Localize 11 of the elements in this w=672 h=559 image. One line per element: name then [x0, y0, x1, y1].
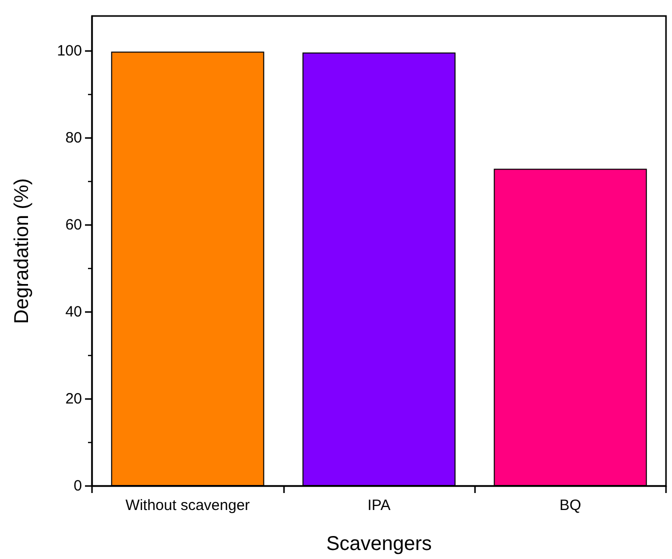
y-tick-label: 0 [74, 478, 82, 494]
y-tick-label: 40 [65, 303, 82, 320]
x-axis-title: Scavengers [326, 533, 432, 555]
x-tick-label: IPA [367, 497, 391, 514]
y-axis-title: Degradation (%) [11, 178, 33, 324]
y-tick-label: 20 [65, 390, 82, 408]
x-tick-label: Without scavenger [126, 497, 250, 514]
x-tick-label: BQ [559, 497, 582, 514]
y-tick-label: 80 [65, 129, 82, 146]
y-tick-label: 100 [56, 42, 82, 60]
y-tick-label: 60 [65, 216, 82, 234]
